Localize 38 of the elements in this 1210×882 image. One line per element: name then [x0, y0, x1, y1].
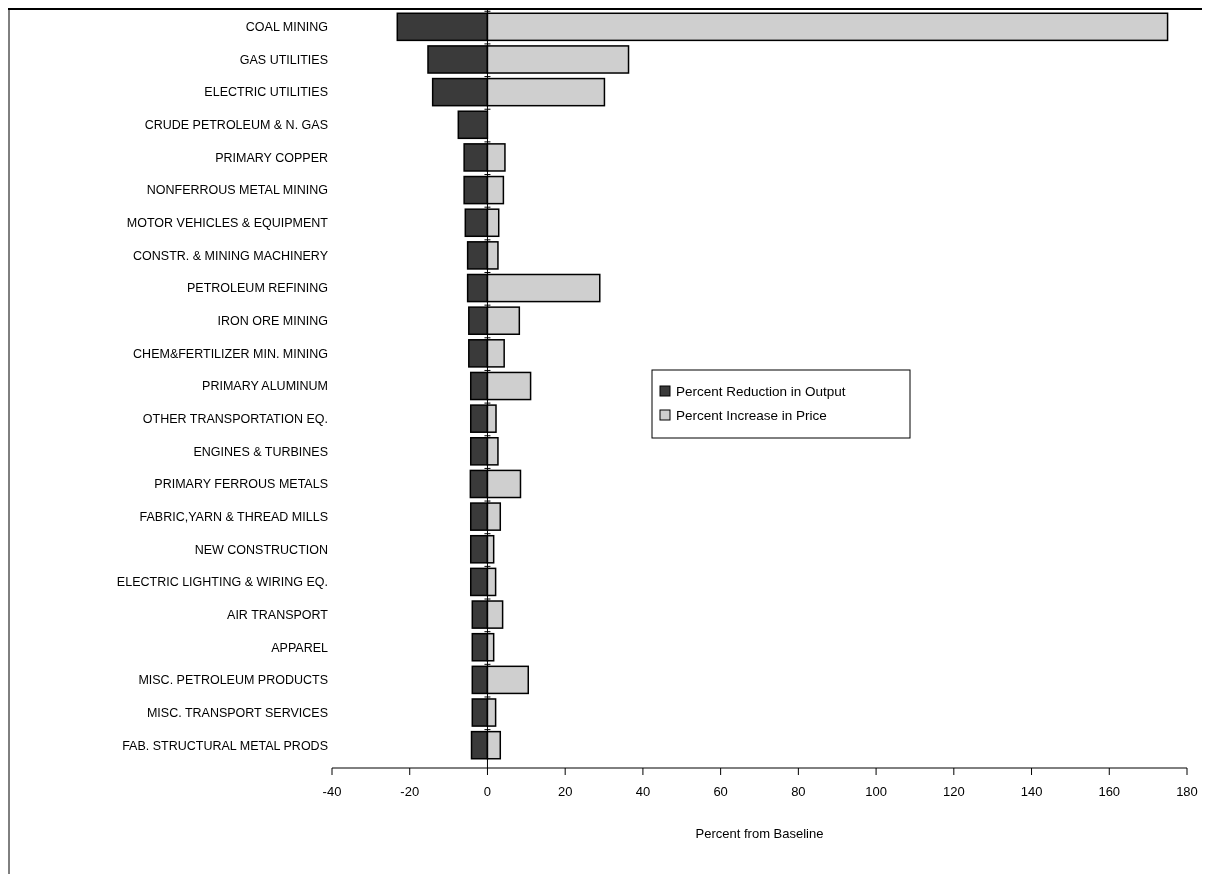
y-tick-label: AIR TRANSPORT — [227, 607, 329, 622]
x-tick-label: 180 — [1176, 784, 1198, 799]
x-tick-label: 140 — [1020, 784, 1043, 799]
y-tick-label: MISC. TRANSPORT SERVICES — [146, 705, 328, 720]
x-tick-label: 20 — [557, 784, 573, 799]
legend-label: Percent Reduction in Output — [676, 383, 846, 399]
y-tick-label: PRIMARY FERROUS METALS — [154, 477, 328, 492]
x-tick-label: 120 — [942, 784, 965, 799]
x-tick-label: 0 — [483, 784, 492, 799]
y-tick-label: CHEM&FERTILIZER MIN. MINING — [133, 346, 328, 361]
x-tick-label: 80 — [791, 784, 806, 799]
y-tick-label: PRIMARY ALUMINUM — [202, 379, 328, 394]
y-tick-label: CONSTR. & MINING MACHINERY — [133, 248, 329, 263]
x-tick-label: 100 — [865, 784, 887, 799]
y-tick-label: NEW CONSTRUCTION — [194, 542, 328, 557]
y-tick-label: MISC. PETROLEUM PRODUCTS — [138, 673, 328, 688]
x-tick-label: 60 — [713, 784, 728, 799]
y-tick-label: ELECTRIC LIGHTING & WIRING EQ. — [116, 575, 328, 590]
legend-label: Percent Increase in Price — [676, 407, 827, 423]
y-tick-label: FABRIC,YARN & THREAD MILLS — [139, 509, 328, 524]
y-tick-label: OTHER TRANSPORTATION EQ. — [142, 412, 328, 427]
y-tick-label: IRON ORE MINING — [217, 314, 328, 329]
y-tick-label: FAB. STRUCTURAL METAL PRODS — [122, 738, 328, 753]
y-tick-label: MOTOR VEHICLES & EQUIPMENT — [126, 216, 329, 231]
y-tick-label: PETROLEUM REFINING — [187, 281, 328, 296]
x-tick-label: -20 — [400, 784, 420, 799]
x-axis-title: Percent from Baseline — [695, 826, 824, 841]
x-tick-label: 40 — [635, 784, 651, 799]
y-tick-label: APPAREL — [271, 640, 329, 655]
y-tick-label: CRUDE PETROLEUM & N. GAS — [144, 118, 328, 133]
y-tick-label: PRIMARY COPPER — [215, 150, 328, 165]
y-tick-label: ELECTRIC UTILITIES — [204, 85, 328, 100]
y-tick-label: NONFERROUS METAL MINING — [146, 183, 328, 198]
x-tick-label: 160 — [1098, 784, 1121, 799]
y-tick-label: GAS UTILITIES — [239, 52, 328, 67]
x-tick-label: -40 — [322, 784, 342, 799]
y-tick-label: COAL MINING — [245, 20, 328, 35]
y-tick-label: ENGINES & TURBINES — [193, 444, 328, 459]
